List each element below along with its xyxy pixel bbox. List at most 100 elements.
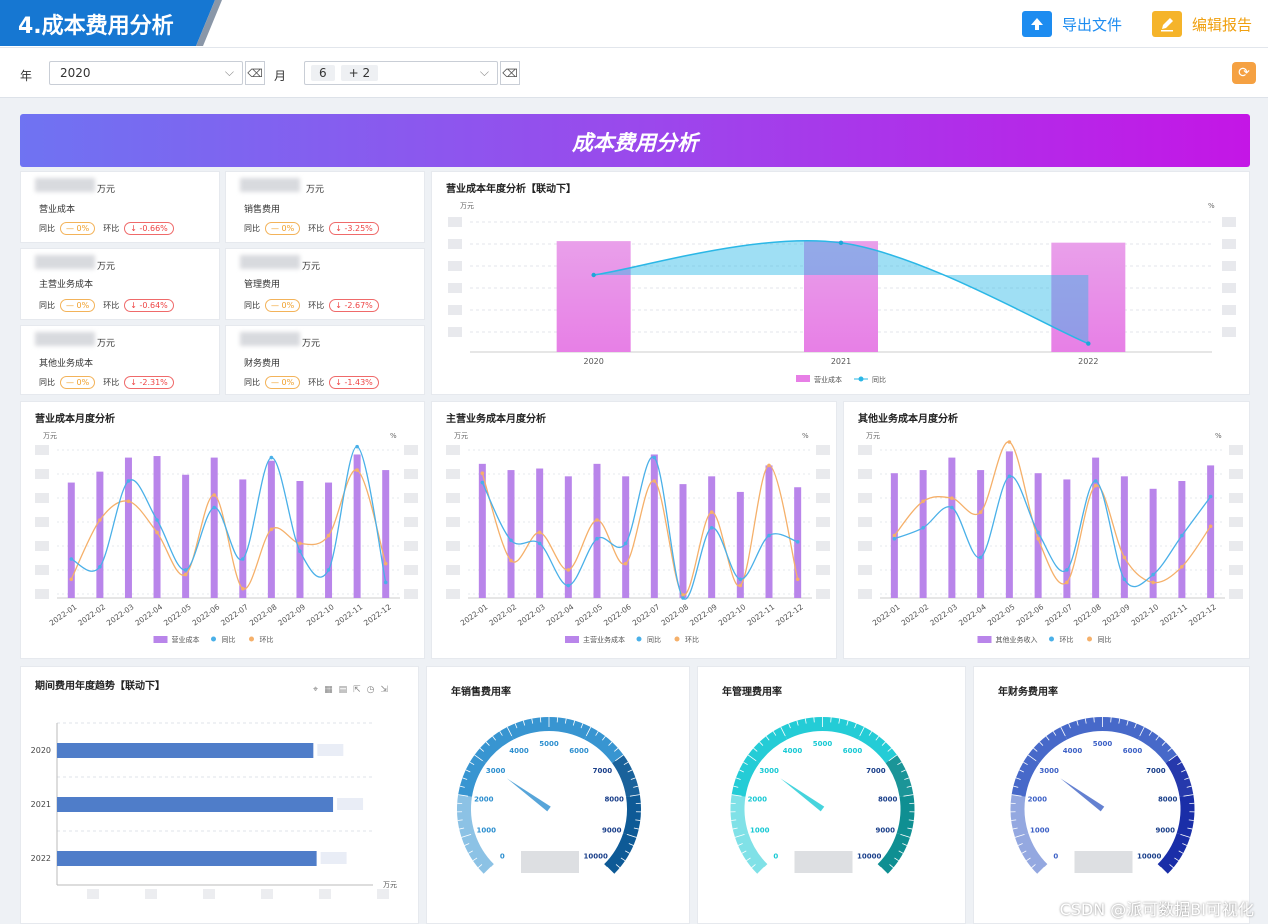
y-tick-blurred [446, 589, 460, 599]
y2-tick-blurred [404, 469, 418, 479]
gauge-tick [514, 723, 518, 729]
point-同比 [566, 583, 571, 588]
gauge-tick [602, 736, 606, 741]
kpi-compare-row: 同比 — 0% 环比 ↓ -1.43% [244, 376, 387, 389]
gauge-tick [901, 769, 906, 773]
crosshair-icon[interactable]: ⌖ [313, 685, 325, 695]
y-tick-blurred [446, 493, 460, 503]
bar-2022 [57, 851, 317, 866]
year-value: 2020 [60, 66, 91, 80]
kpi-value-blurred [35, 255, 95, 269]
gauge-tick [906, 785, 912, 788]
bar-2022-02 [96, 471, 104, 598]
gauge-tick [747, 754, 757, 762]
gauge-tick-label: 10000 [857, 853, 881, 861]
gauge-tick [854, 723, 857, 729]
x-tick-label: 2022-01 [459, 602, 490, 627]
point-环比 [1093, 479, 1098, 483]
gauge-tick [908, 819, 914, 821]
gauge-tick [846, 720, 849, 726]
bar-2022-02 [507, 470, 515, 598]
gauge-tick [1134, 723, 1137, 729]
mom-badge: ↓ -2.31% [124, 376, 174, 389]
point-环比 [69, 577, 74, 582]
gauge-tick [1181, 769, 1186, 773]
gauge-band-segment [458, 754, 486, 797]
legend-label-bar: 营业成本 [814, 375, 842, 384]
kpi-value-blurred [240, 178, 300, 192]
refresh-icon[interactable]: ⟳ [1232, 62, 1256, 84]
chart-title: 营业成本月度分析 [35, 414, 115, 425]
point-同比 [212, 505, 217, 510]
year-select[interactable]: 2020 ⌵ [49, 61, 243, 85]
year-clear-filter-icon[interactable]: ⌫ [245, 61, 265, 85]
point-同比 [383, 580, 388, 585]
point-环比 [537, 530, 542, 535]
gauge-value-blurred [521, 851, 579, 873]
x-tick-blurred [377, 889, 389, 899]
gauge-tick [1026, 857, 1031, 862]
monthly-operating-cost-chart: 万元 %2022-012022-022022-032022-042022-0520… [35, 432, 418, 644]
bar-2022-10 [736, 491, 744, 598]
download-icon[interactable]: ⇲ [380, 685, 395, 695]
x-tick-label: 2022-12 [362, 602, 393, 627]
bar-2020 [57, 743, 314, 758]
kpi-unit: 万元 [97, 262, 116, 272]
edit-report-button[interactable]: 编辑报告 [1152, 10, 1252, 38]
month-select[interactable]: 6 + 2 ⌵ [304, 61, 498, 85]
grid-icon[interactable]: ▦ [324, 685, 339, 695]
kpi-compare-row: 同比 — 0% 环比 ↓ -2.67% [244, 299, 387, 312]
export-file-button[interactable]: 导出文件 [1022, 10, 1122, 38]
gauge-tick [458, 794, 469, 797]
gauge-tick [804, 718, 807, 724]
gauge-tick [572, 720, 576, 726]
point-同比 [1180, 565, 1184, 569]
y-tick-blurred [35, 469, 49, 479]
gauge-tick [1060, 726, 1066, 737]
point-同比 [738, 577, 743, 582]
month-clear-filter-icon[interactable]: ⌫ [500, 61, 520, 85]
gauge-tick-label: 9000 [602, 826, 622, 834]
point-同比 [298, 549, 302, 553]
gauge-tick-label: 8000 [878, 796, 898, 804]
export-icon[interactable]: ⇱ [353, 685, 367, 695]
gauge-tick [746, 857, 751, 862]
point-同比 [1151, 580, 1155, 585]
point-同比 [921, 499, 925, 504]
mom-badge: ↓ -2.67% [329, 299, 379, 312]
gauge-tick [898, 850, 904, 854]
series-line-环比 [481, 464, 799, 596]
y-tick-blurred [446, 565, 460, 575]
gauge-tick [1011, 794, 1022, 797]
bar-2022-07 [239, 479, 247, 598]
point-同比 [1007, 440, 1012, 444]
point-环比 [795, 577, 800, 582]
gauge-band-segment [623, 794, 641, 838]
clock-icon[interactable]: ◷ [366, 685, 381, 695]
point-同比 [652, 455, 657, 460]
x-tick-label: 2020 [583, 357, 603, 366]
gauge-band-segment [1176, 794, 1195, 838]
gauge-title: 年销售费用率 [451, 687, 511, 698]
gauge-tick [732, 827, 738, 830]
gauge-tick [623, 761, 629, 766]
y-tick-blurred [35, 517, 49, 527]
table-icon[interactable]: ▤ [338, 685, 354, 695]
gauge-tick-label: 3000 [759, 767, 779, 775]
y2-tick-blurred [816, 445, 830, 455]
point-环比 [383, 561, 388, 566]
month-chip-more: + 2 [340, 65, 379, 81]
gauge-tick [635, 819, 641, 821]
bar-2022-12 [382, 470, 390, 598]
gauge-tick [875, 736, 880, 741]
x-tick-label: 2022-08 [248, 602, 279, 627]
y-tick-blurred [446, 469, 460, 479]
kpi-unit: 万元 [302, 262, 321, 272]
kpi-unit: 万元 [97, 339, 116, 349]
gauge-tick [1187, 827, 1193, 830]
gauge-band-segment [461, 833, 494, 875]
y2-tick-blurred [816, 589, 830, 599]
gauge-band-segment [1015, 833, 1048, 875]
gauge-tick-label: 7000 [866, 767, 886, 775]
gauge-band-segment [780, 717, 823, 740]
